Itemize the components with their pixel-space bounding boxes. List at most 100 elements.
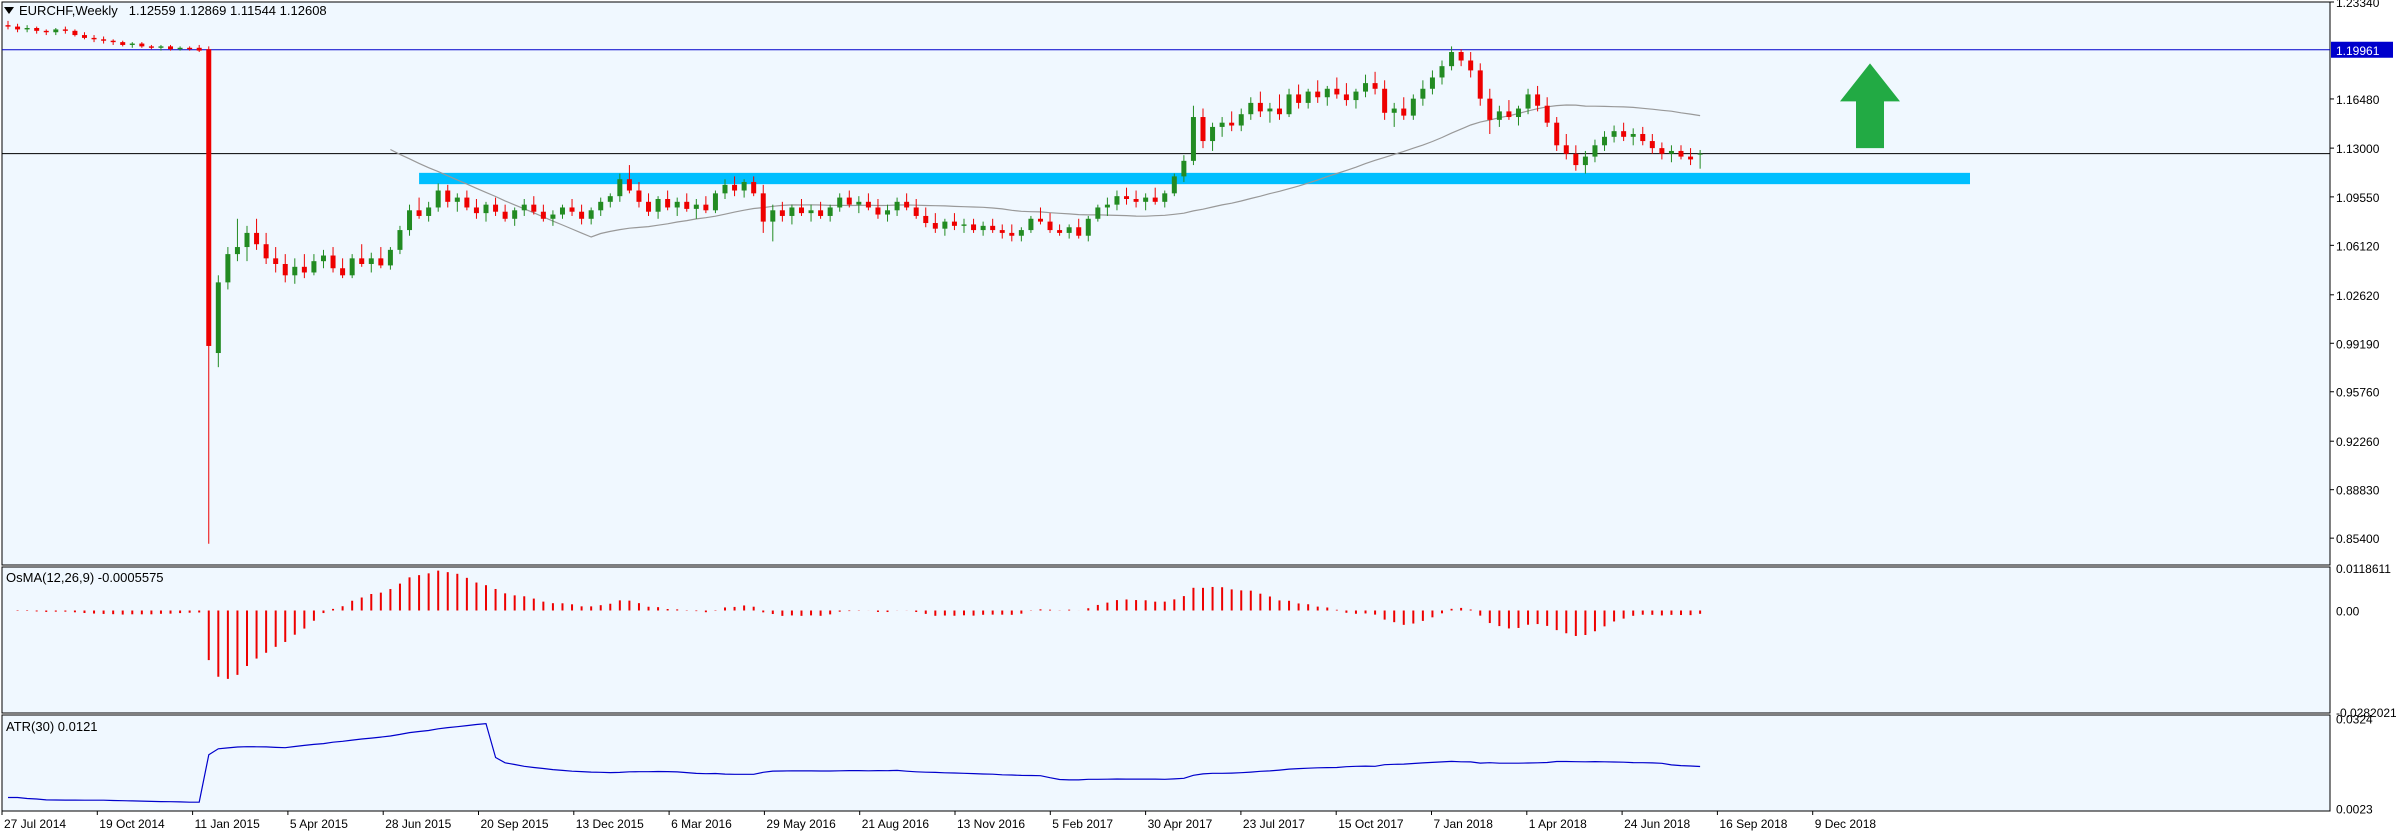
x-tick-label: 19 Oct 2014 — [99, 817, 165, 831]
candle — [445, 184, 451, 208]
candle — [1468, 52, 1474, 78]
candle — [1305, 88, 1311, 109]
x-tick-label: 13 Dec 2015 — [576, 817, 644, 831]
candle — [875, 198, 881, 219]
candle-body — [865, 201, 871, 208]
candle — [559, 204, 565, 219]
candle — [1678, 145, 1684, 160]
x-tick-label: 24 Jun 2018 — [1624, 817, 1690, 831]
candle-body — [263, 244, 269, 259]
ohlc-readout: 1.12559 1.12869 1.11544 1.12608 — [129, 3, 327, 18]
candle — [1391, 102, 1397, 127]
candle-body — [53, 29, 59, 33]
candle — [550, 210, 556, 226]
candle — [789, 204, 795, 225]
candle-body — [932, 223, 938, 229]
candle-body — [139, 43, 145, 47]
candle-body — [320, 255, 326, 262]
candle-body — [1181, 160, 1187, 177]
candle — [1573, 145, 1579, 171]
x-tick-label: 27 Jul 2014 — [4, 817, 66, 831]
candle — [1668, 145, 1674, 163]
price-panel-title[interactable]: EURCHF,Weekly 1.12559 1.12869 1.11544 1.… — [4, 3, 327, 18]
candle-body — [1563, 145, 1569, 154]
candle-body — [1688, 156, 1694, 160]
candle-body — [1659, 148, 1665, 154]
candle-body — [81, 35, 87, 38]
candle-body — [923, 215, 929, 224]
candle-body — [531, 204, 537, 212]
x-tick-label: 20 Sep 2015 — [481, 817, 549, 831]
candle — [646, 193, 652, 216]
ohlc-close: 1.12608 — [279, 3, 327, 18]
candle-body — [722, 184, 728, 194]
candle-body — [1343, 94, 1349, 101]
x-tick-label: 28 Jun 2015 — [385, 817, 451, 831]
candle — [1477, 63, 1483, 106]
candle-body — [904, 201, 910, 208]
candle-body — [1066, 227, 1072, 233]
candle — [1420, 80, 1426, 106]
candle — [913, 198, 919, 219]
candle — [674, 197, 680, 216]
candle — [808, 204, 814, 222]
candle — [1563, 133, 1569, 160]
candle — [1630, 128, 1636, 146]
x-tick-label: 30 Apr 2017 — [1148, 817, 1213, 831]
ohlc-open: 1.12559 — [128, 3, 176, 18]
candle — [1506, 100, 1512, 120]
candle-body — [1200, 117, 1206, 142]
candle — [225, 247, 231, 290]
price-tick-label: 1.16480 — [2336, 93, 2380, 107]
candle — [158, 44, 164, 51]
candle-body — [1573, 153, 1579, 166]
candle — [1171, 173, 1177, 197]
candle — [1429, 70, 1435, 95]
candle-body — [234, 247, 240, 255]
candle — [1582, 150, 1588, 174]
candle-body — [1143, 197, 1149, 202]
candle — [1525, 88, 1531, 115]
candle — [62, 26, 68, 34]
dropdown-triangle-icon[interactable] — [4, 7, 14, 14]
moving-average-line — [390, 104, 1701, 238]
candle-body — [760, 193, 766, 222]
candle-body — [225, 254, 231, 283]
candle — [1047, 213, 1053, 233]
candle-body — [1697, 153, 1703, 155]
candle — [990, 218, 996, 233]
price-tick-label: 0.95760 — [2336, 386, 2380, 400]
candle-body — [1458, 52, 1464, 61]
candle-body — [340, 268, 346, 276]
candle — [636, 182, 642, 208]
candle-body — [1439, 66, 1445, 78]
candle — [1592, 139, 1598, 163]
candle — [1009, 224, 1015, 242]
candle-body — [1238, 114, 1244, 126]
candle-body — [1449, 52, 1455, 67]
atr-panel[interactable] — [8, 722, 1701, 803]
candle-body — [1076, 227, 1082, 236]
x-tick-label: 5 Feb 2017 — [1052, 817, 1113, 831]
candle — [359, 244, 365, 267]
candle — [703, 196, 709, 214]
x-tick-label: 11 Jan 2015 — [195, 817, 260, 831]
candle — [407, 204, 413, 236]
symbol-label: EURCHF — [19, 3, 72, 18]
price-panel[interactable] — [2, 20, 2330, 544]
candle-body — [1009, 232, 1015, 236]
candle-body — [1133, 198, 1139, 202]
osma-panel[interactable] — [8, 570, 1702, 679]
candle-body — [1668, 150, 1674, 154]
candle-body — [1515, 108, 1521, 118]
candle — [120, 40, 126, 47]
candle-body — [798, 207, 804, 214]
candle-body — [187, 47, 193, 50]
price-tick-label: 0.85400 — [2336, 532, 2380, 546]
candle — [53, 28, 59, 36]
candle-body — [751, 182, 757, 194]
support-zone — [419, 172, 1971, 185]
candle-body — [1353, 91, 1359, 101]
atr-line — [8, 722, 1701, 803]
